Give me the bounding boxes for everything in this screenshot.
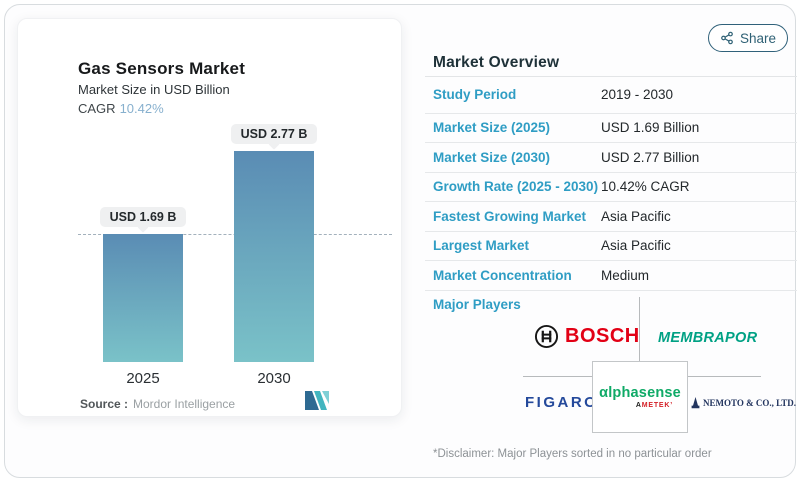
players-divider-horizontal-left — [523, 376, 592, 377]
row-value: Asia Pacific — [601, 238, 671, 254]
cagr-value: 10.42% — [119, 101, 164, 116]
infographic-frame: Gas Sensors Market Market Size in USD Bi… — [4, 4, 797, 478]
alphasense-logo-text: αlphasense — [599, 385, 681, 401]
bar-value-label-2025: USD 1.69 B — [99, 207, 187, 227]
row-label: Growth Rate (2025 - 2030) — [433, 179, 599, 195]
row-value: 2019 - 2030 — [601, 87, 674, 103]
table-row: Growth Rate (2025 - 2030) 10.42% CAGR — [425, 173, 797, 202]
chart-subtitle: Market Size in USD Billion — [78, 82, 230, 97]
bar-column-2030: USD 2.77 B — [230, 124, 318, 362]
table-row: Market Size (2030) USD 2.77 Billion — [425, 143, 797, 173]
ametek-logo-text: AMETEK’ — [635, 402, 673, 409]
table-row: Market Size (2025) USD 1.69 Billion — [425, 114, 797, 143]
mordor-intelligence-logo-icon — [305, 391, 329, 410]
source-label: Source : — [80, 397, 129, 411]
alphasense-logo-box: αlphasense AMETEK’ — [592, 361, 688, 433]
row-label: Study Period — [433, 87, 517, 103]
row-value: USD 1.69 Billion — [601, 120, 700, 136]
table-row: Largest Market Asia Pacific — [425, 232, 797, 261]
nemoto-tower-icon — [691, 397, 700, 409]
share-button[interactable]: Share — [708, 24, 788, 52]
row-label: Market Size (2025) — [433, 120, 551, 136]
bar-column-2025: USD 1.69 B — [99, 207, 187, 362]
figaro-logo: FIGARO — [525, 394, 599, 411]
bosch-logo: BOSCH — [534, 324, 640, 349]
players-divider-vertical — [639, 297, 640, 361]
table-row: Fastest Growing Market Asia Pacific — [425, 202, 797, 232]
row-label: Fastest Growing Market — [433, 208, 587, 224]
chart-cagr-line: CAGR 10.42% — [78, 101, 164, 116]
source-row: Source : Mordor Intelligence — [80, 397, 235, 411]
share-nodes-icon — [721, 31, 733, 45]
bosch-armature-icon — [534, 324, 559, 349]
bar-2030 — [234, 151, 314, 362]
row-value: Asia Pacific — [601, 208, 671, 224]
row-value: 10.42% CAGR — [601, 179, 690, 195]
chart-card: Gas Sensors Market Market Size in USD Bi… — [17, 18, 402, 417]
table-row: Market Concentration Medium — [425, 261, 797, 291]
overview-heading: Market Overview — [433, 54, 560, 71]
chart-title: Gas Sensors Market — [78, 59, 246, 78]
cagr-label: CAGR — [78, 101, 116, 116]
nemoto-logo: NEMOTO & CO., LTD. — [691, 397, 796, 409]
row-label: Market Size (2030) — [433, 149, 551, 165]
nemoto-logo-text: NEMOTO & CO., LTD. — [703, 398, 797, 408]
table-row: Study Period 2019 - 2030 — [425, 77, 797, 114]
x-axis-label-2025: 2025 — [126, 370, 160, 387]
bar-2025 — [103, 234, 183, 362]
x-axis-label-2030: 2030 — [257, 370, 291, 387]
bar-value-label-2030: USD 2.77 B — [230, 124, 318, 144]
row-value: USD 2.77 Billion — [601, 149, 700, 165]
row-label: Largest Market — [433, 238, 530, 254]
disclaimer-text: *Disclaimer: Major Players sorted in no … — [433, 448, 712, 460]
row-value: Medium — [601, 267, 650, 283]
share-button-label: Share — [739, 30, 777, 46]
players-divider-horizontal-right — [688, 376, 761, 377]
source-value: Mordor Intelligence — [133, 397, 236, 411]
overview-table: Study Period 2019 - 2030 Market Size (20… — [425, 76, 797, 291]
membrapor-logo: MEMBRAPOR — [658, 330, 758, 346]
bosch-logo-text: BOSCH — [565, 325, 640, 347]
row-label: Market Concentration — [433, 267, 572, 283]
major-players-label: Major Players — [433, 297, 521, 312]
